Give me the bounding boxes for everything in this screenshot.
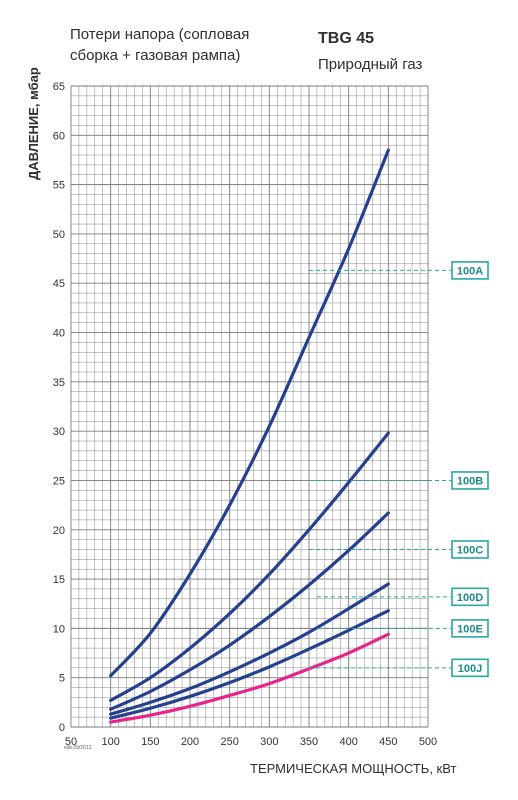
model-title: TBG 45 [318, 30, 375, 47]
y-tick-label: 45 [53, 278, 65, 290]
y-tick-label: 50 [53, 229, 65, 241]
y-tick-label: 10 [53, 623, 65, 635]
grid [70, 85, 429, 728]
x-tick-label: 500 [419, 736, 437, 748]
series-line-100d [109, 582, 390, 716]
y-tick-label: 20 [53, 525, 65, 537]
y-tick-label: 65 [53, 81, 65, 93]
series-tag-box [451, 540, 489, 559]
y-tick-label: 30 [53, 426, 65, 438]
series-tag-label: 100C [457, 544, 483, 556]
subtitle-line-1: Потери напора (сопловая [70, 26, 250, 43]
x-tick-label: 100 [101, 736, 119, 748]
y-tick-label: 15 [53, 574, 65, 586]
y-tick-label: 55 [53, 180, 65, 192]
y-tick-label: 35 [53, 377, 65, 389]
gas-type: Природный газ [318, 56, 423, 73]
x-tick-label: 200 [181, 736, 199, 748]
series-tag-label: 100D [457, 592, 483, 604]
series-tag-label: 100E [457, 623, 483, 635]
y-tick-label: 0 [59, 722, 65, 734]
series-lines [109, 148, 390, 724]
series-tag-box [451, 471, 489, 490]
series-tag-label: 100B [457, 475, 483, 487]
series-tag-box [451, 261, 489, 280]
x-tick-label: 450 [379, 736, 397, 748]
y-tick-label: 40 [53, 328, 65, 340]
subtitle-line-2: сборка + газовая рампа) [70, 47, 241, 64]
y-tick-label: 25 [53, 475, 65, 487]
tick-labels: 50 100 150 200 250 300 350 400 450 500 0 5 10 15 20 25 3… [53, 81, 437, 748]
series-tag-label: 100J [458, 663, 482, 675]
series-tag-box [451, 587, 489, 607]
series-line-100e [109, 609, 390, 720]
series-line-100c [109, 511, 390, 711]
chart-subtitle: Потери напора (сопловая сборка + газовая… [70, 24, 310, 66]
y-tick-label: 60 [53, 130, 65, 142]
x-tick-label: 300 [260, 736, 278, 748]
series-line-100b [109, 431, 390, 702]
series-line-100j [109, 632, 390, 724]
y-tick-label: 5 [59, 673, 65, 685]
series-tags: 100A 100B 100C 100D 100E 100J [309, 261, 489, 678]
x-tick-label: 350 [300, 736, 318, 748]
series-line-100a [109, 148, 390, 678]
x-tick-label: 150 [141, 736, 159, 748]
x-tick-label: 250 [220, 736, 238, 748]
x-axis-label: ТЕРМИЧЕСКАЯ МОЩНОСТЬ, кВт [250, 761, 457, 776]
series-tag-box [451, 619, 489, 638]
x-tick-label: 50 [65, 736, 77, 748]
document-code: edk.09/2012 [64, 745, 92, 751]
x-tick-label: 400 [339, 736, 357, 748]
series-tag-box [451, 658, 489, 678]
series-tag-label: 100A [457, 265, 483, 277]
